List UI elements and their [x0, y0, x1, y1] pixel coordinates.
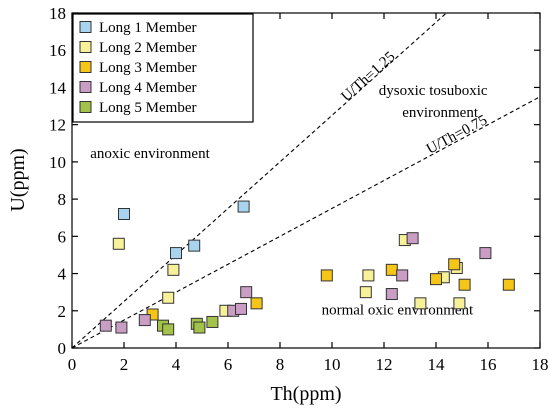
- data-point: [138, 314, 151, 327]
- data-point: [170, 247, 182, 260]
- legend-swatch: [79, 101, 92, 113]
- x-tick-label: 12: [376, 355, 393, 374]
- data-point: [430, 273, 442, 286]
- x-axis-title: Th(ppm): [270, 383, 341, 405]
- data-points: [99, 38, 515, 336]
- y-axis-title: U(ppm): [7, 148, 29, 211]
- x-tick-label: 4: [172, 355, 181, 374]
- x-tick-label: 8: [276, 355, 285, 374]
- data-point: [406, 232, 419, 245]
- data-point: [250, 297, 263, 310]
- data-point: [240, 286, 253, 299]
- ratio-line: [72, 96, 540, 348]
- legend-swatch: [79, 21, 92, 33]
- data-point: [188, 239, 201, 252]
- data-point: [385, 288, 398, 301]
- legend-box: [72, 13, 254, 123]
- y-tick-label: 10: [49, 153, 66, 172]
- x-tick-label: 2: [120, 355, 129, 374]
- environment-label: environment: [402, 105, 479, 121]
- data-point: [112, 237, 125, 250]
- environment-label: anoxic environment: [90, 146, 210, 162]
- data-point: [414, 297, 427, 310]
- data-point: [99, 319, 112, 332]
- data-point: [237, 200, 250, 213]
- y-tick-label: 18: [49, 4, 66, 23]
- data-point: [448, 258, 461, 271]
- data-point: [479, 247, 492, 260]
- data-point: [396, 269, 409, 282]
- data-point: [162, 323, 175, 336]
- legend-label: Long 3 Member: [99, 60, 196, 76]
- legend-label: Long 2 Member: [99, 40, 196, 56]
- legend-label: Long 4 Member: [99, 80, 196, 96]
- legend-swatch: [79, 61, 92, 73]
- x-tick-label: 6: [224, 355, 233, 374]
- plot-frame: [71, 12, 541, 349]
- environment-label: dysoxic tosuboxic: [379, 83, 488, 99]
- x-tick-label: 14: [428, 355, 446, 374]
- legend: Long 1 Member Long 2 Member Long 3 Member L…: [72, 13, 254, 123]
- data-point: [320, 269, 333, 282]
- legend-swatch: [79, 81, 92, 93]
- data-point: [453, 297, 466, 310]
- x-tick-label: 16: [480, 355, 497, 374]
- y-tick-label: 6: [58, 227, 67, 246]
- x-tick-label: 10: [324, 355, 341, 374]
- ratio-lines: [72, 13, 540, 348]
- y-tick-label: 14: [49, 78, 67, 97]
- data-point: [193, 321, 206, 334]
- data-point: [206, 315, 219, 328]
- data-point: [115, 321, 128, 334]
- y-tick-label: 4: [58, 265, 67, 284]
- data-point: [162, 291, 175, 304]
- x-tick-label: 18: [532, 355, 549, 374]
- data-point: [385, 263, 398, 276]
- y-tick-label: 12: [49, 116, 66, 135]
- data-point: [502, 278, 515, 291]
- legend-label: Long 5 Member: [99, 100, 196, 116]
- axis-ticks: 0 2 4 6 8 10 12 14 16 18 0 2 4 6 8 10 12 14 16 18: [49, 4, 549, 374]
- y-tick-label: 16: [49, 41, 66, 60]
- data-point: [362, 269, 375, 282]
- data-point: [458, 278, 471, 291]
- legend-label: Long 1 Member: [99, 20, 196, 36]
- environment-label: normal oxic environment: [322, 303, 474, 319]
- x-tick-label: 0: [68, 355, 77, 374]
- legend-swatch: [79, 41, 92, 53]
- y-tick-label: 8: [58, 190, 67, 209]
- data-point: [167, 263, 180, 276]
- data-point: [359, 286, 372, 299]
- data-point: [118, 208, 130, 220]
- y-tick-label: 0: [58, 339, 67, 358]
- y-tick-label: 2: [58, 302, 67, 321]
- data-point: [235, 302, 247, 315]
